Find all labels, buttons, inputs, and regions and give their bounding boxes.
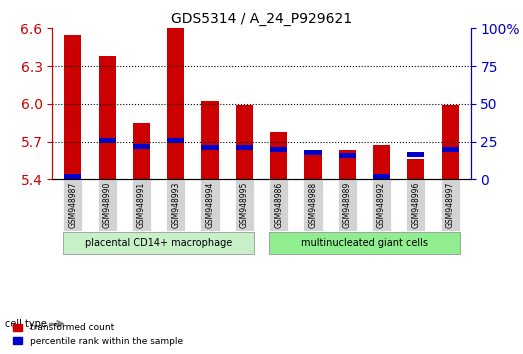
Bar [304, 150, 322, 155]
Legend: transformed count, percentile rank within the sample: transformed count, percentile rank withi… [10, 320, 186, 349]
Bar [304, 150, 322, 179]
Bar [167, 28, 184, 179]
Text: GSM948987: GSM948987 [69, 182, 77, 228]
Text: GSM948992: GSM948992 [377, 182, 386, 228]
FancyBboxPatch shape [338, 179, 357, 231]
Text: GSM948989: GSM948989 [343, 182, 352, 228]
FancyBboxPatch shape [440, 179, 460, 231]
Text: GSM948993: GSM948993 [171, 182, 180, 228]
Bar [407, 159, 424, 179]
Text: placental CD14+ macrophage: placental CD14+ macrophage [85, 238, 232, 248]
Bar [270, 147, 287, 152]
Text: GSM948986: GSM948986 [274, 182, 283, 228]
Text: GSM948988: GSM948988 [309, 182, 317, 228]
Text: GSM948991: GSM948991 [137, 182, 146, 228]
Text: GSM948994: GSM948994 [206, 182, 214, 228]
Text: GSM948997: GSM948997 [446, 182, 454, 228]
Bar [407, 152, 424, 157]
Bar [441, 147, 459, 152]
Bar [339, 150, 356, 179]
Bar [373, 145, 390, 179]
FancyBboxPatch shape [63, 179, 83, 231]
Title: GDS5314 / A_24_P929621: GDS5314 / A_24_P929621 [171, 12, 352, 26]
FancyBboxPatch shape [406, 179, 425, 231]
Bar [236, 145, 253, 150]
FancyBboxPatch shape [166, 179, 185, 231]
FancyBboxPatch shape [98, 179, 117, 231]
Text: cell type: cell type [5, 319, 47, 329]
Bar [201, 101, 219, 179]
Bar [64, 174, 82, 179]
Bar [99, 138, 116, 143]
FancyBboxPatch shape [63, 232, 254, 254]
FancyBboxPatch shape [235, 179, 254, 231]
Bar [270, 132, 287, 179]
FancyBboxPatch shape [269, 179, 288, 231]
Bar [201, 145, 219, 150]
Text: multinucleated giant cells: multinucleated giant cells [301, 238, 428, 248]
Text: GSM948996: GSM948996 [411, 182, 420, 228]
FancyBboxPatch shape [269, 232, 460, 254]
FancyBboxPatch shape [303, 179, 323, 231]
FancyBboxPatch shape [200, 179, 220, 231]
Bar [99, 56, 116, 179]
FancyBboxPatch shape [372, 179, 391, 231]
FancyBboxPatch shape [132, 179, 151, 231]
Bar [133, 123, 150, 179]
Text: GSM948995: GSM948995 [240, 182, 249, 228]
Bar [167, 138, 184, 143]
Text: GSM948990: GSM948990 [103, 182, 112, 228]
Bar [133, 144, 150, 149]
Bar [441, 105, 459, 179]
Bar [236, 105, 253, 179]
Bar [339, 153, 356, 158]
Bar [64, 35, 82, 179]
Bar [373, 174, 390, 179]
